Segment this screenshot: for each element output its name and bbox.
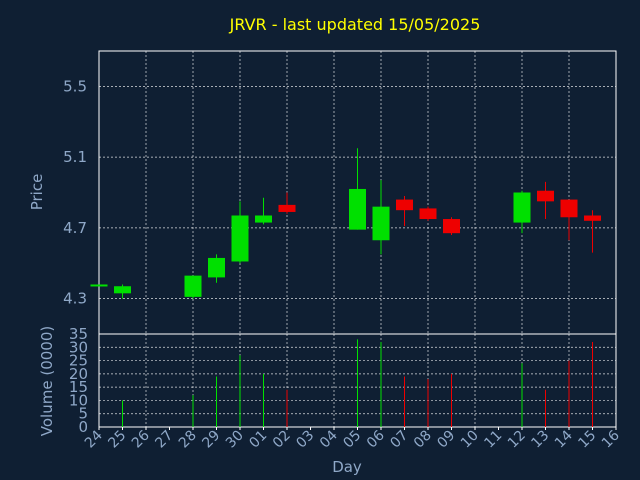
candle-body [396, 199, 413, 211]
candle-body [255, 215, 272, 223]
x-tick-label: 30 [223, 428, 247, 452]
volume-tick-label: 5 [78, 405, 88, 423]
x-axis-label: Day [332, 458, 362, 476]
candle-body [443, 219, 460, 234]
x-tick-label: 25 [105, 428, 129, 452]
volume-tick-label: 30 [69, 338, 88, 356]
x-tick-label: 03 [293, 428, 317, 452]
x-tick-label: 04 [317, 427, 341, 451]
x-tick-label: 05 [340, 428, 364, 452]
x-tick-label: 27 [152, 428, 176, 452]
volume-tick-label: 0 [78, 418, 88, 436]
candle-body [372, 206, 390, 241]
candle-body [513, 192, 531, 223]
volume-tick-label: 15 [69, 378, 88, 396]
price-tick-label: 5.5 [63, 77, 87, 95]
x-tick-label: 14 [552, 427, 576, 451]
x-tick-label: 15 [575, 428, 599, 452]
candle-body [584, 215, 601, 221]
x-tick-label: 11 [481, 428, 505, 452]
x-tick-label: 29 [199, 428, 223, 452]
x-tick-label: 02 [270, 428, 294, 452]
x-tick-label: 09 [434, 428, 458, 452]
volume-axis-label: Volume (0000) [38, 326, 56, 436]
x-tick-label: 07 [387, 428, 411, 452]
x-tick-label: 12 [505, 428, 529, 452]
candle-body [184, 275, 202, 297]
x-tick-label: 28 [176, 428, 200, 452]
x-tick-label: 26 [129, 427, 153, 451]
candle-body [278, 204, 296, 212]
price-tick-label: 5.1 [63, 148, 87, 166]
candle-body [114, 286, 131, 294]
volume-tick-label: 25 [69, 352, 88, 370]
x-axis-ticks: 24 25 26 27 28 29 30 01 02 03 04 05 06 07 08 09 10 11 12 13… [82, 427, 623, 451]
x-tick-label: 16 [599, 427, 623, 451]
price-axis-label: Price [28, 174, 46, 211]
candle-body [537, 190, 554, 202]
candle-body [349, 188, 366, 230]
price-panel: 4.3 4.7 5.1 5.5 [63, 50, 617, 335]
x-tick-label: 08 [411, 428, 435, 452]
price-tick-label: 4.7 [63, 219, 87, 237]
price-tick-label: 4.3 [63, 290, 87, 308]
x-tick-label: 06 [364, 427, 388, 451]
candle-body [419, 208, 437, 220]
volume-tick-label: 10 [69, 391, 88, 409]
candle-body [208, 257, 225, 278]
candle-body [90, 284, 108, 287]
x-tick-label: 01 [246, 428, 270, 452]
chart-title: JRVR - last updated 15/05/2025 [229, 15, 481, 34]
volume-tick-label: 35 [69, 325, 88, 343]
candle-body [560, 199, 578, 218]
volume-tick-label: 20 [69, 365, 88, 383]
candle-body [231, 215, 249, 262]
x-tick-label: 13 [528, 428, 552, 452]
x-tick-label: 10 [458, 428, 482, 452]
